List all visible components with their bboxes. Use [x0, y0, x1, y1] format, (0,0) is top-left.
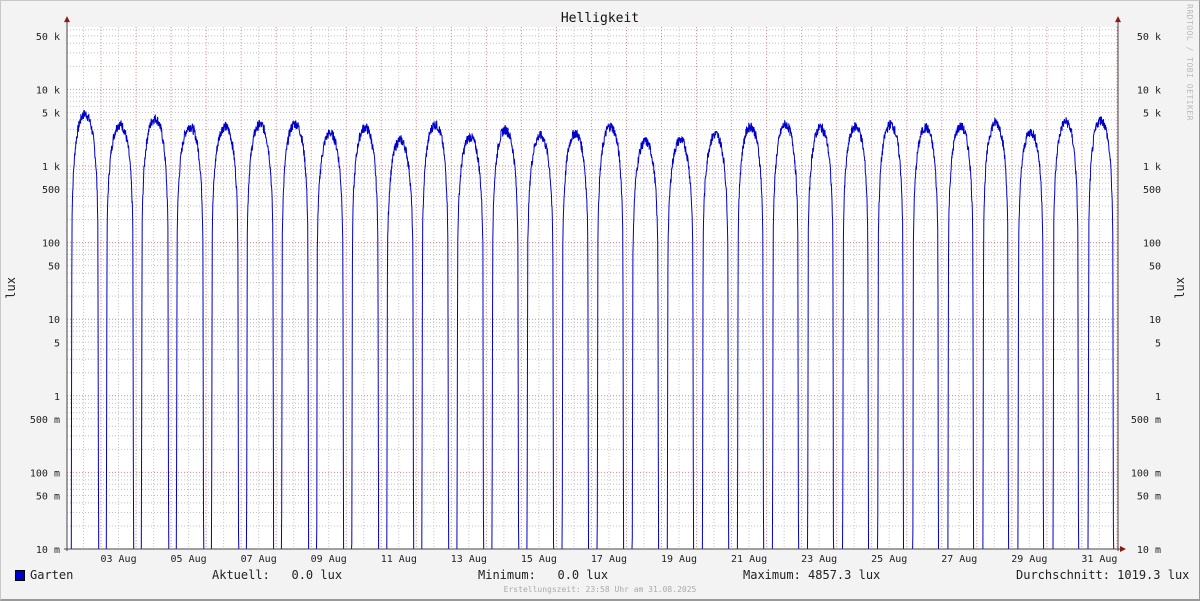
x-tick-label: 29 Aug [1011, 554, 1047, 565]
footer-timestamp: Erstellungszeit: 23:58 Uhr am 31.08.2025 [503, 585, 697, 594]
y-tick-label-left: 10 k [36, 85, 60, 96]
y-tick-label-left: 1 k [42, 162, 60, 173]
x-tick-label: 09 Aug [311, 554, 347, 565]
legend-series-name: Garten [30, 568, 74, 582]
x-tick-label: 23 Aug [801, 554, 837, 565]
legend-current: Aktuell: 0.0 lux [212, 568, 343, 582]
y-tick-label-right: 10 k [1137, 85, 1161, 96]
x-tick-label: 19 Aug [661, 554, 697, 565]
y-tick-label-left: 50 [48, 262, 60, 273]
x-tick-label: 05 Aug [171, 554, 207, 565]
y-tick-label-left: 10 [48, 315, 60, 326]
x-tick-label: 31 Aug [1081, 554, 1117, 565]
y-tick-label-right: 100 [1143, 239, 1161, 250]
x-tick-label: 17 Aug [591, 554, 627, 565]
x-tick-label: 15 Aug [521, 554, 557, 565]
y-tick-label-left: 1 [54, 392, 60, 403]
y-tick-label-left: 50 k [36, 32, 60, 43]
y-tick-label-left: 100 [42, 239, 60, 250]
y-tick-label-right: 500 m [1131, 415, 1161, 426]
y-tick-label-right: 5 [1155, 338, 1161, 349]
y-tick-label-right: 5 k [1143, 108, 1161, 119]
x-axis-arrow-icon [1120, 546, 1126, 552]
x-tick-label: 13 Aug [451, 554, 487, 565]
y-tick-label-left: 500 m [30, 415, 60, 426]
y-tick-label-left: 500 [42, 185, 60, 196]
legend-swatch-garten [15, 570, 25, 581]
y-tick-label-right: 10 [1149, 315, 1161, 326]
y-tick-label-left: 100 m [30, 468, 60, 479]
y-axis-arrow-icon [1115, 16, 1121, 23]
chart-title: Helligkeit [560, 11, 640, 26]
x-tick-label: 27 Aug [941, 554, 977, 565]
plot-area [67, 27, 1118, 549]
legend-minimum: Minimum: 0.0 lux [478, 568, 609, 582]
watermark: RRDTOOL / TOBI OETIKER [1185, 4, 1194, 121]
y-tick-label-right: 500 [1143, 185, 1161, 196]
y-tick-label-left: 5 [54, 338, 60, 349]
y-tick-label-right: 50 [1149, 262, 1161, 273]
y-tick-label-right: 50 m [1137, 491, 1161, 502]
y-axis-arrow-icon [64, 16, 70, 23]
y-tick-label-left: 10 m [36, 545, 60, 556]
y-tick-label-left: 5 k [42, 108, 60, 119]
y-tick-label-right: 1 [1155, 392, 1161, 403]
y-tick-label-right: 50 k [1137, 32, 1161, 43]
y-tick-label-right: 1 k [1143, 162, 1161, 173]
x-tick-label: 25 Aug [871, 554, 907, 565]
legend-average: Durchschnitt: 1019.3 lux [1016, 568, 1190, 582]
y-tick-label-right: 100 m [1131, 468, 1161, 479]
x-tick-label: 11 Aug [381, 554, 417, 565]
x-tick-label: 03 Aug [100, 554, 136, 565]
y-tick-label-left: 50 m [36, 491, 60, 502]
x-tick-label: 21 Aug [731, 554, 767, 565]
x-tick-label: 07 Aug [241, 554, 277, 565]
legend-maximum: Maximum: 4857.3 lux [743, 568, 881, 582]
y-tick-label-right: 10 m [1137, 545, 1161, 556]
